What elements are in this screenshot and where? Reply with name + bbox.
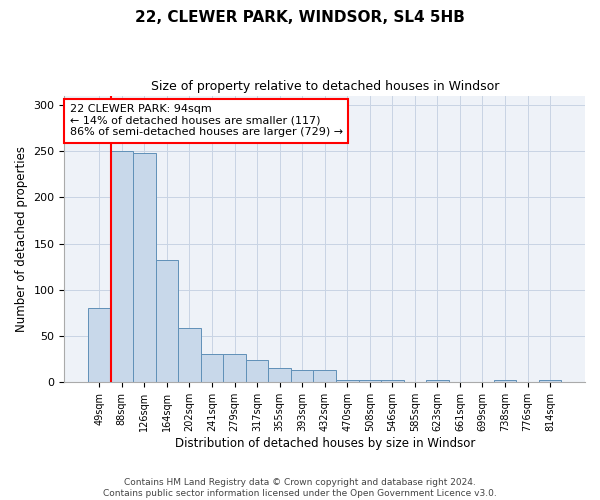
Bar [494,380,516,382]
Y-axis label: Number of detached properties: Number of detached properties [15,146,28,332]
Bar [313,370,336,382]
Bar [268,368,291,382]
Text: 22 CLEWER PARK: 94sqm
← 14% of detached houses are smaller (117)
86% of semi-det: 22 CLEWER PARK: 94sqm ← 14% of detached … [70,104,343,138]
Title: Size of property relative to detached houses in Windsor: Size of property relative to detached ho… [151,80,499,93]
Bar [539,380,562,382]
Bar [336,380,359,382]
Bar [223,354,246,382]
Bar [110,151,133,382]
Bar [133,153,155,382]
X-axis label: Distribution of detached houses by size in Windsor: Distribution of detached houses by size … [175,437,475,450]
Bar [88,308,110,382]
Bar [291,370,313,382]
Text: Contains HM Land Registry data © Crown copyright and database right 2024.
Contai: Contains HM Land Registry data © Crown c… [103,478,497,498]
Bar [246,360,268,382]
Bar [426,380,449,382]
Text: 22, CLEWER PARK, WINDSOR, SL4 5HB: 22, CLEWER PARK, WINDSOR, SL4 5HB [135,10,465,25]
Bar [359,380,381,382]
Bar [178,328,201,382]
Bar [381,380,404,382]
Bar [155,260,178,382]
Bar [201,354,223,382]
